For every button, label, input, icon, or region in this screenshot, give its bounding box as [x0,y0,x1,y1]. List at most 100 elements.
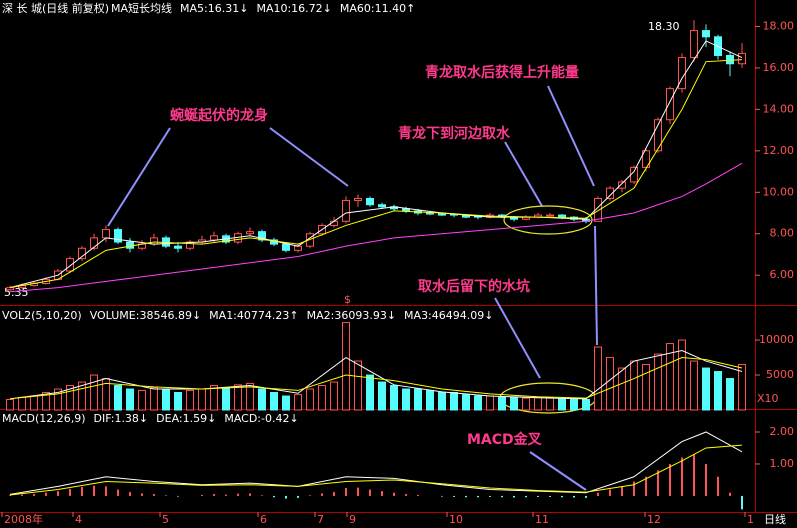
x-tick-label: 4 [75,513,82,526]
volume-bar [426,389,434,411]
volume-bar [78,381,86,411]
volume-bar [282,395,290,411]
unit-label: X10 [757,392,779,405]
volume-bar [462,394,470,411]
volume-bar [114,385,122,411]
annotation: 青龙取水后获得上升能量 [425,64,579,81]
y-tick-label: 1.00 [770,457,795,470]
candle-body [354,197,362,202]
volume-bar [162,388,170,411]
y-tick-label: 2.00 [770,425,795,438]
period-label: 日线 [764,512,786,526]
marker: $ [344,293,351,306]
candle-body [210,235,218,241]
y-tick-label: 18.00 [763,19,795,32]
ma-line [9,357,743,400]
candle-body [654,119,662,152]
volume-bar [306,388,314,411]
volume-bar [438,392,446,411]
candle-body [594,197,602,222]
candle-body [666,88,674,121]
legend-entry: VOLUME:38546.89↓ [90,309,201,322]
candle-body [150,237,158,245]
high-label: 18.30 [648,20,680,33]
legend-entry: DEA:1.59↓ [156,412,216,425]
volume-bar [702,367,710,411]
ma-line [9,444,743,496]
candle-body [378,204,386,208]
volume-bar [618,367,626,411]
volume-bar [174,392,182,411]
volume-bar [342,322,350,411]
candle-body [294,245,302,251]
candle-body [558,214,566,218]
x-tick-label: 10 [449,513,463,526]
volume-bar [450,392,458,411]
ma-line [9,40,743,289]
legend-entry: MA2:36093.93↓ [307,309,396,322]
volume-bar [474,395,482,411]
y-tick-label: 8.00 [770,227,795,240]
candle-body [258,231,266,241]
candle-body [546,214,554,217]
legend-entry: MA1:40774.23↑ [209,309,298,322]
subtitle: MA短长均线 [111,1,172,15]
volume-bar [642,364,650,411]
volume-bar [390,385,398,411]
candle-body [66,258,74,272]
volume-bar [318,385,326,411]
volume-bar [678,339,686,411]
volume-bar [234,384,242,411]
legend-entry: DIF:1.38↓ [94,412,149,425]
candle-body [114,229,122,243]
volume-bar [186,389,194,411]
title: 深 长 城(日线 前复权) [2,1,109,15]
candle-body [366,197,374,206]
x-tick-label: 5 [162,513,169,526]
volume-bar [6,399,14,411]
legend-entry: MA60:11.40↑ [340,2,415,15]
candle-body [618,181,626,189]
legend-entry: MA5:16.31↓ [180,2,248,15]
volume-bar [666,343,674,411]
candle-body [690,30,698,59]
volume-bar [594,346,602,411]
volume-bar [498,396,506,411]
x-tick-label: 2008年 [4,512,43,526]
y-tick-label: 12.00 [763,144,795,157]
x-tick-label: 1 [747,513,754,526]
candle-body [186,241,194,249]
candle-body [6,287,14,291]
volume-bar [738,364,746,411]
volume-bar [294,394,302,411]
y-tick-label: 14.00 [763,102,795,115]
volume-bar [546,397,554,411]
volume-bar [150,387,158,411]
volume-bar [354,360,362,411]
volume-bar [690,360,698,411]
y-tick-label: 5000 [766,368,794,381]
frame [0,0,797,513]
y-tick-label: 10.00 [763,185,795,198]
volume-bar [630,360,638,411]
volume-bar [510,396,518,411]
candle-body [282,243,290,251]
volume-bar [258,388,266,411]
candle-body [738,52,746,65]
annotation: 青龙下到河边取水 [398,125,511,142]
x-tick-label: 6 [260,513,267,526]
y-tick-label: 10000 [759,333,794,346]
candle-body [642,150,650,168]
candle-body [342,200,350,222]
volume-bar [558,398,566,411]
y-tick-label: 6.00 [770,268,795,281]
candle-body [702,30,710,38]
legend-entry: VOL2(5,10,20) [2,309,82,322]
legend-entry: MACD:-0.42↓ [224,412,298,425]
candle-body [246,231,254,235]
volume-bar [654,353,662,411]
candle-body [726,54,734,65]
annotation: MACD金叉 [467,431,543,448]
volume-bar [714,371,722,411]
